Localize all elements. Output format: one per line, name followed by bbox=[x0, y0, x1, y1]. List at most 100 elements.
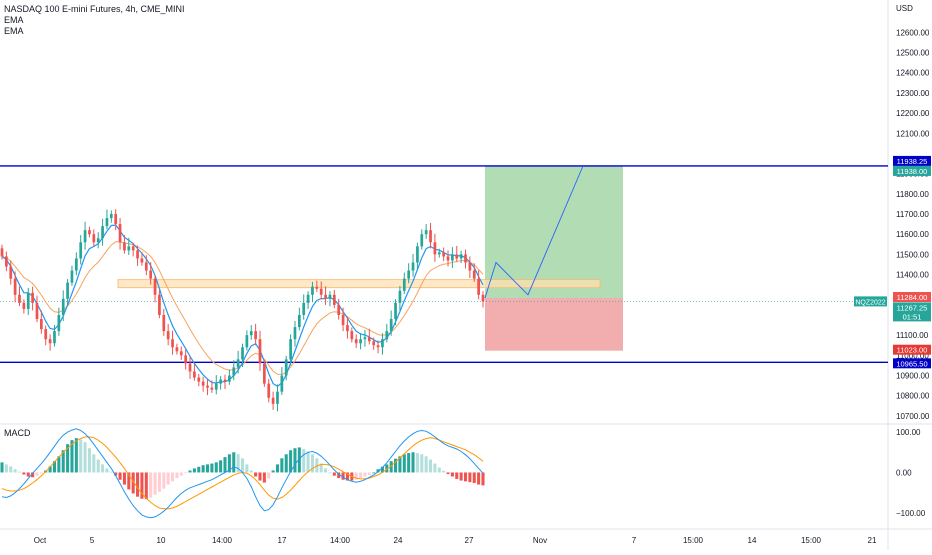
macd-histogram-bar bbox=[9, 466, 13, 473]
candle-body bbox=[363, 337, 367, 340]
macd-histogram-bar bbox=[481, 472, 485, 486]
macd-histogram-bar bbox=[468, 472, 472, 483]
price-tick-label: 11500.00 bbox=[896, 250, 929, 259]
ema-legend-1[interactable]: EMA bbox=[4, 15, 24, 25]
candle-body bbox=[385, 331, 389, 340]
price-tick-label: 11000.00 bbox=[896, 351, 929, 360]
candle-body bbox=[420, 234, 424, 247]
macd-histogram-bar bbox=[442, 470, 446, 473]
candle-body bbox=[346, 325, 349, 332]
macd-histogram-bar bbox=[394, 458, 398, 473]
price-tick-label: 12300.00 bbox=[896, 89, 930, 98]
time-tick-label: 15:00 bbox=[683, 536, 704, 545]
time-tick-label: Oct bbox=[34, 536, 47, 545]
macd-histogram-bar bbox=[385, 464, 389, 473]
candle-body bbox=[149, 270, 153, 279]
symbol-title[interactable]: NASDAQ 100 E-mini Futures, 4h, CME_MINI bbox=[4, 4, 185, 14]
price-label-box bbox=[893, 344, 931, 355]
price-label-box bbox=[893, 302, 931, 313]
time-tick-label: Nov bbox=[533, 536, 547, 545]
candle-body bbox=[442, 252, 446, 257]
candle-body bbox=[367, 337, 371, 342]
price-tick-label: 11800.00 bbox=[896, 190, 929, 199]
macd-histogram-bar bbox=[4, 464, 8, 473]
candle-body bbox=[416, 246, 419, 263]
profit-zone bbox=[485, 165, 623, 299]
candle-body bbox=[13, 278, 17, 295]
candle-body bbox=[101, 226, 104, 239]
macd-histogram-bar bbox=[157, 472, 161, 492]
candle-body bbox=[350, 331, 354, 340]
macd-histogram-bar bbox=[144, 472, 148, 500]
macd-legend[interactable]: MACD bbox=[4, 428, 31, 438]
macd-histogram-bar bbox=[232, 452, 236, 473]
support-zone bbox=[117, 279, 601, 289]
currency-label: USD bbox=[896, 4, 913, 13]
candle-body bbox=[18, 294, 21, 303]
horizontal-levels-group bbox=[0, 165, 888, 364]
macd-histogram-bar bbox=[262, 472, 266, 483]
macd-histogram-bar bbox=[380, 466, 384, 473]
symbol-badge-box bbox=[854, 296, 887, 307]
macd-histogram-bar bbox=[293, 448, 297, 473]
macd-histogram-bar bbox=[367, 472, 371, 475]
time-tick-label: 27 bbox=[465, 536, 474, 545]
time-tick-label: 10 bbox=[157, 536, 166, 545]
price-label-text: 11938.25 bbox=[897, 157, 928, 166]
price-tick-label: 12200.00 bbox=[896, 109, 930, 118]
macd-histogram-bar bbox=[459, 472, 463, 481]
macd-histogram-bar bbox=[13, 469, 17, 473]
time-tick-label: 17 bbox=[278, 536, 287, 545]
macd-histogram-bar bbox=[0, 462, 4, 473]
macd-histogram-bar bbox=[26, 472, 30, 477]
candle-body bbox=[249, 331, 253, 336]
candle-body bbox=[328, 294, 332, 299]
candle-body bbox=[162, 314, 166, 332]
macd-histogram-bar bbox=[275, 464, 280, 473]
candles-group bbox=[0, 209, 485, 412]
candle-body bbox=[429, 230, 432, 243]
macd-histogram-bar bbox=[240, 458, 245, 473]
candle-body bbox=[31, 292, 34, 303]
candle-body bbox=[92, 234, 96, 243]
candle-body bbox=[223, 379, 227, 382]
macd-histogram-bar bbox=[153, 472, 157, 495]
candle-body bbox=[193, 371, 196, 378]
macd-histogram-bar bbox=[214, 462, 218, 473]
candle-body bbox=[402, 278, 406, 291]
price-label-text: 11023.00 bbox=[897, 346, 928, 355]
candle-body bbox=[5, 256, 8, 267]
candle-body bbox=[437, 252, 441, 255]
candle-body bbox=[271, 397, 275, 404]
macd-histogram-bar bbox=[17, 471, 22, 473]
macd-histogram-bar bbox=[376, 469, 380, 473]
candle-body bbox=[153, 278, 157, 295]
time-tick-label: 14:00 bbox=[212, 536, 233, 545]
candle-body bbox=[407, 270, 411, 279]
candle-body bbox=[88, 230, 91, 235]
candle-body bbox=[9, 266, 13, 279]
time-tick-label: 5 bbox=[90, 536, 95, 545]
candle-body bbox=[0, 248, 4, 257]
macd-histogram-bar bbox=[118, 472, 122, 480]
candle-body bbox=[433, 242, 437, 255]
macd-histogram-bar bbox=[184, 472, 188, 474]
candle-body bbox=[289, 339, 292, 360]
macd-histogram-bar bbox=[210, 463, 214, 473]
macd-histogram-bar bbox=[61, 450, 65, 473]
macd-histogram-bar bbox=[188, 470, 192, 473]
macd-histogram-bar bbox=[149, 472, 153, 498]
candle-body bbox=[376, 345, 380, 348]
candle-body bbox=[446, 256, 450, 261]
macd-histogram-bar bbox=[57, 456, 61, 473]
macd-histogram-bar bbox=[92, 454, 96, 473]
candle-body bbox=[61, 298, 65, 315]
price-label-box bbox=[893, 358, 931, 369]
candle-body bbox=[302, 302, 306, 315]
ema-legend-2[interactable]: EMA bbox=[4, 26, 24, 36]
macd-histogram-bar bbox=[332, 472, 336, 476]
macd-histogram-bar bbox=[87, 448, 91, 473]
